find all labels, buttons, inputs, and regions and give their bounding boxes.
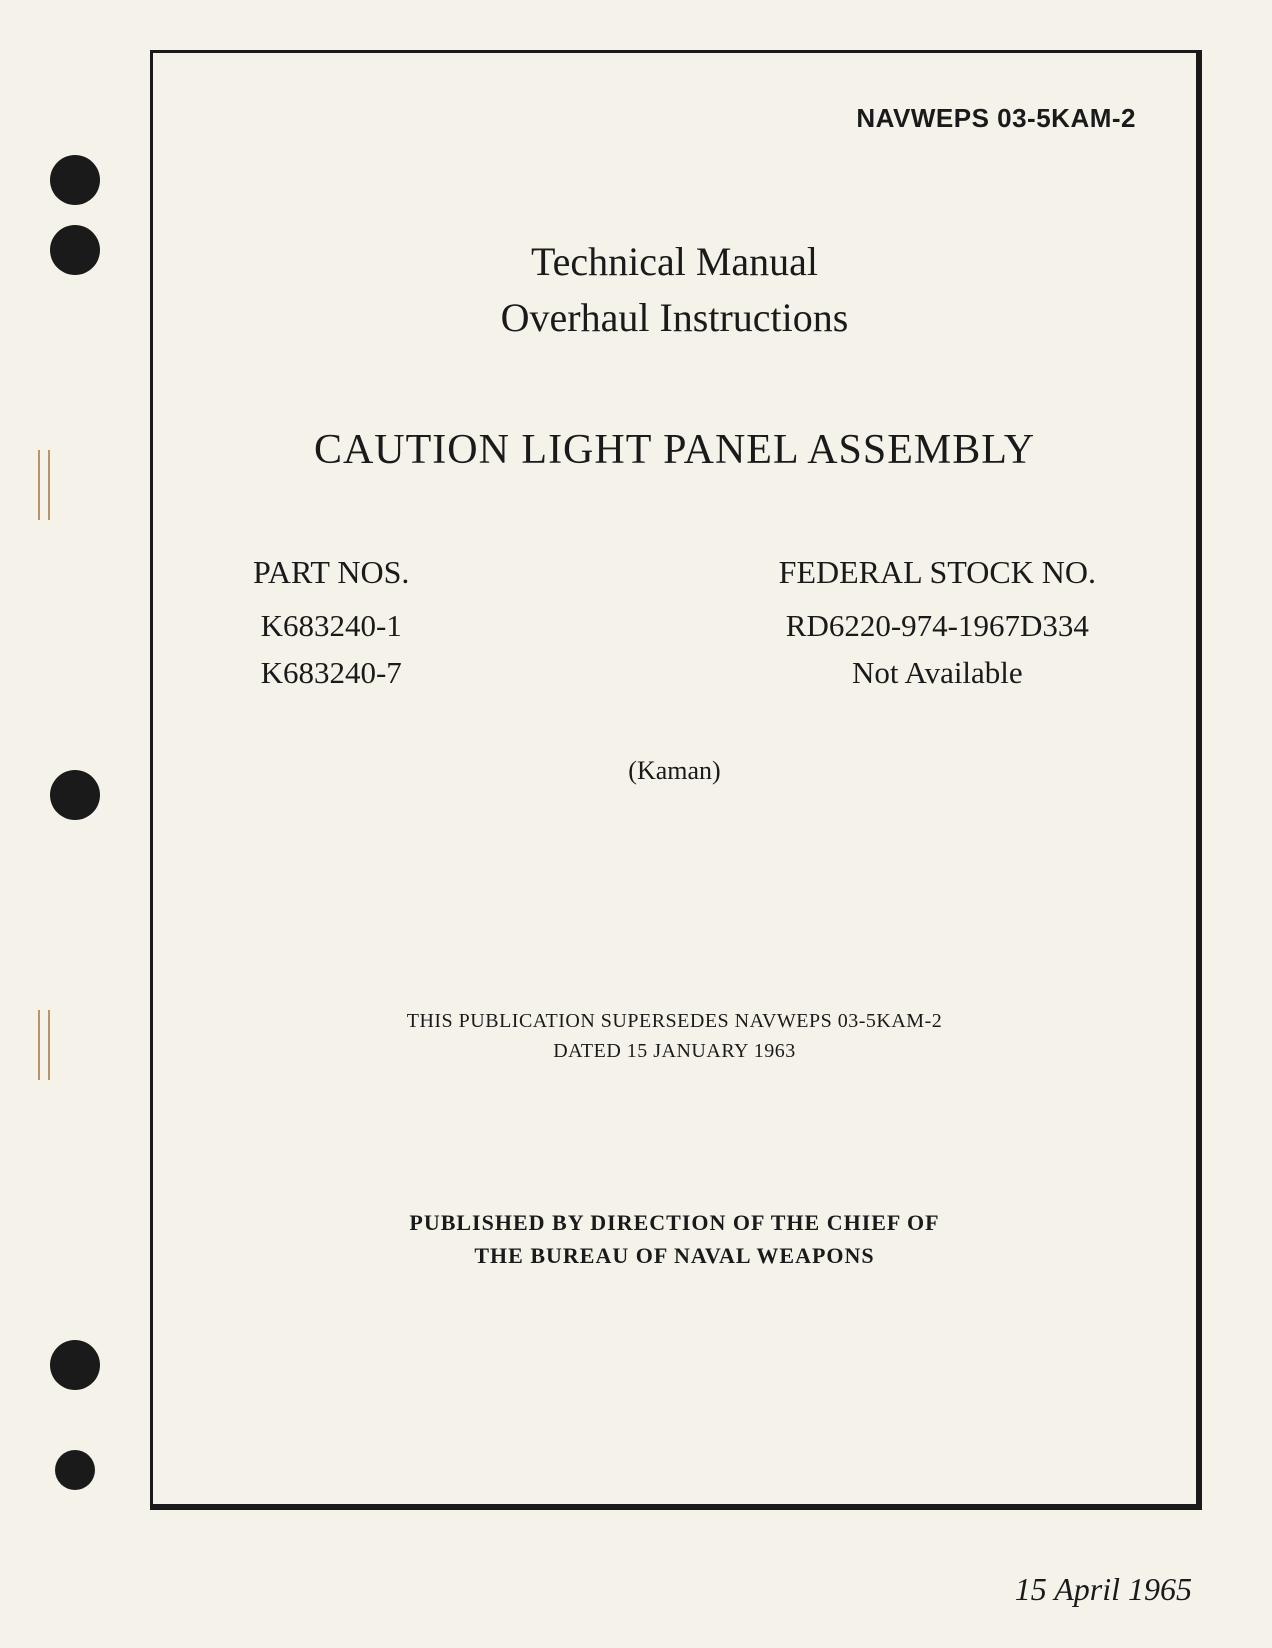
part-number: K683240-7	[253, 650, 409, 697]
stock-no-header: FEDERAL STOCK NO.	[779, 554, 1096, 591]
hole-punch	[55, 1450, 95, 1490]
publication-date: 15 April 1965	[1015, 1571, 1192, 1608]
content-frame: NAVWEPS 03-5KAM-2 Technical Manual Overh…	[150, 50, 1202, 1510]
heading-line-2: Overhaul Instructions	[213, 290, 1136, 346]
document-title: CAUTION LIGHT PANEL ASSEMBLY	[213, 426, 1136, 474]
parts-block: PART NOS. K683240-1 K683240-7 FEDERAL ST…	[213, 554, 1136, 696]
supersede-block: THIS PUBLICATION SUPERSEDES NAVWEPS 03-5…	[213, 1006, 1136, 1066]
stock-numbers-column: FEDERAL STOCK NO. RD6220-974-1967D334 No…	[779, 554, 1096, 696]
stock-number: RD6220-974-1967D334	[779, 603, 1096, 650]
heading-block: Technical Manual Overhaul Instructions	[213, 234, 1136, 346]
publisher-block: PUBLISHED BY DIRECTION OF THE CHIEF OF T…	[213, 1206, 1136, 1272]
document-number: NAVWEPS 03-5KAM-2	[213, 103, 1136, 134]
hole-punch	[50, 225, 100, 275]
manufacturer: (Kaman)	[213, 756, 1136, 786]
binding-mark	[38, 1010, 50, 1080]
document-page: NAVWEPS 03-5KAM-2 Technical Manual Overh…	[0, 0, 1272, 1648]
part-number: K683240-1	[253, 603, 409, 650]
publisher-line-2: THE BUREAU OF NAVAL WEAPONS	[213, 1239, 1136, 1272]
binding-mark	[38, 450, 50, 520]
heading-line-1: Technical Manual	[213, 234, 1136, 290]
part-numbers-column: PART NOS. K683240-1 K683240-7	[253, 554, 409, 696]
publisher-line-1: PUBLISHED BY DIRECTION OF THE CHIEF OF	[213, 1206, 1136, 1239]
supersede-line-2: DATED 15 JANUARY 1963	[213, 1036, 1136, 1066]
hole-punch	[50, 770, 100, 820]
part-nos-header: PART NOS.	[253, 554, 409, 591]
hole-punch	[50, 1340, 100, 1390]
hole-punch	[50, 155, 100, 205]
stock-number: Not Available	[779, 650, 1096, 697]
supersede-line-1: THIS PUBLICATION SUPERSEDES NAVWEPS 03-5…	[213, 1006, 1136, 1036]
